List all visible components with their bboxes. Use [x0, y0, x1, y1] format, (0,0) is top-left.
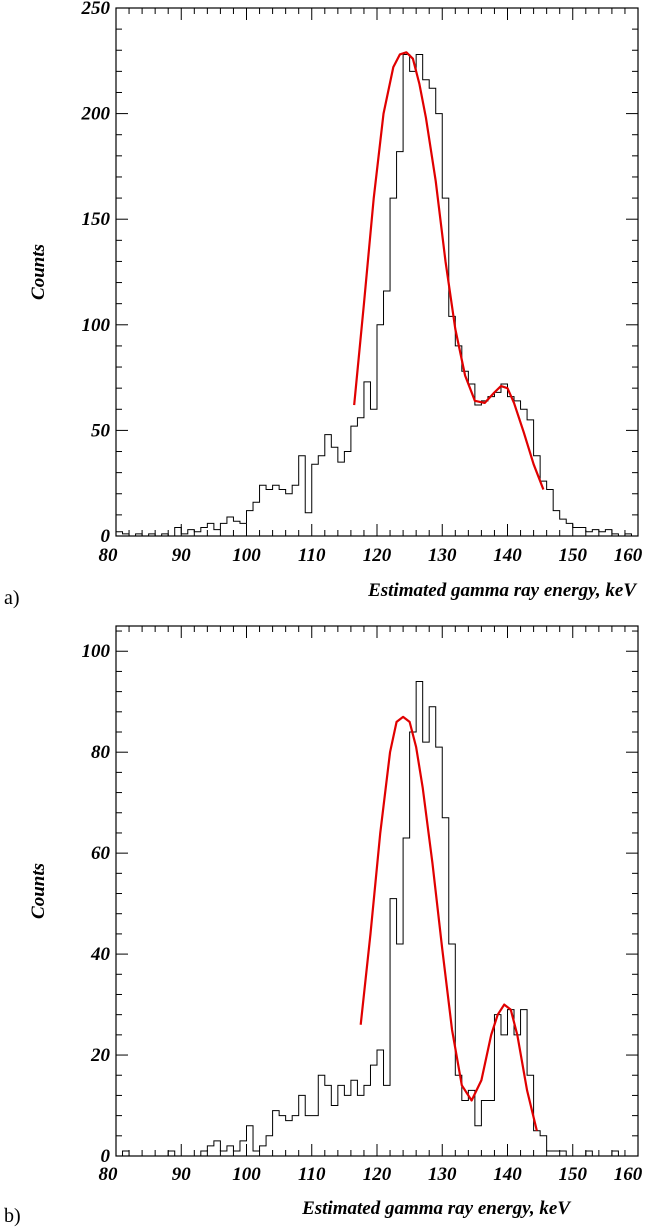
panel-a-x-tick-label: 120	[363, 545, 392, 566]
panel-a-y-tick-label: 0	[101, 526, 111, 547]
panel-a-x-tick-label: 150	[559, 545, 588, 566]
panel-a-x-tick-label: 140	[493, 545, 522, 566]
panel-b-histogram-line	[116, 681, 638, 1157]
panel-b-label: b)	[4, 1205, 21, 1227]
panel-a-plot-frame	[115, 7, 639, 537]
panel-b-ticks	[115, 626, 639, 1157]
panel-a-ticks	[115, 7, 639, 537]
panel-b-y-tick-label: 0	[101, 1146, 111, 1167]
panel-b-x-tick-label: 150	[559, 1164, 588, 1185]
panel-b-x-tick-label: 100	[232, 1164, 261, 1185]
panel-b-x-axis-label: Estimated gamma ray energy, keV	[301, 1198, 571, 1219]
panel-b-y-tick-label: 100	[82, 641, 111, 662]
panel-a-label: a)	[4, 587, 20, 609]
panel-a-x-tick-label: 90	[172, 545, 192, 566]
panel-a-x-axis-label: Estimated gamma ray energy, keV	[367, 580, 637, 601]
panel-b-y-tick-label: 80	[91, 742, 111, 763]
panel-b-tick-labels: 80 90 100 110 120 130 140 150 160 0 20 40 60 80 100	[82, 641, 643, 1185]
panel-b-y-tick-label: 60	[91, 843, 111, 864]
panel-a-x-tick-label: 110	[298, 545, 326, 566]
panel-a-y-tick-label: 50	[91, 420, 111, 441]
panel-a-x-tick-label: 80	[99, 545, 119, 566]
panel-a-y-tick-label: 200	[81, 104, 111, 125]
panel-a-x-tick-label: 160	[614, 545, 643, 566]
panel-a-y-axis-label: Counts	[28, 244, 49, 300]
panel-a-y-tick-label: 150	[82, 209, 111, 230]
panel-b-x-tick-label: 130	[428, 1164, 457, 1185]
panel-a-tick-labels: 80 90 100 110 120 130 140 150 160 0 50 100 150 200 250	[81, 0, 643, 566]
panel-a-x-tick-label: 100	[232, 545, 261, 566]
panel-b-fit-curve	[359, 715, 538, 1132]
panel-b-y-tick-label: 40	[90, 944, 111, 965]
panel-b-plot-frame	[115, 625, 639, 1157]
panel-b-histogram: b) Estimated gamma ray energy, keV Count…	[4, 625, 643, 1227]
panel-a-y-tick-label: 100	[82, 315, 111, 336]
panel-b-x-tick-label: 160	[614, 1164, 643, 1185]
panel-b-y-tick-label: 20	[90, 1045, 111, 1066]
panel-a-x-tick-label: 130	[428, 545, 457, 566]
panel-b-y-axis-label: Counts	[28, 863, 49, 919]
panel-b-x-tick-label: 90	[172, 1164, 192, 1185]
panel-a-histogram-line	[116, 53, 638, 537]
panel-b-x-tick-label: 110	[298, 1164, 326, 1185]
panel-b-x-tick-label: 120	[363, 1164, 392, 1185]
panel-a-y-tick-label: 250	[81, 0, 111, 19]
panel-b-x-tick-label: 140	[493, 1164, 522, 1185]
panel-a-histogram: a) Estimated gamma ray energy, keV Count…	[4, 0, 643, 609]
panel-a-fit-curve	[353, 51, 545, 490]
panel-b-x-tick-label: 80	[99, 1164, 119, 1185]
